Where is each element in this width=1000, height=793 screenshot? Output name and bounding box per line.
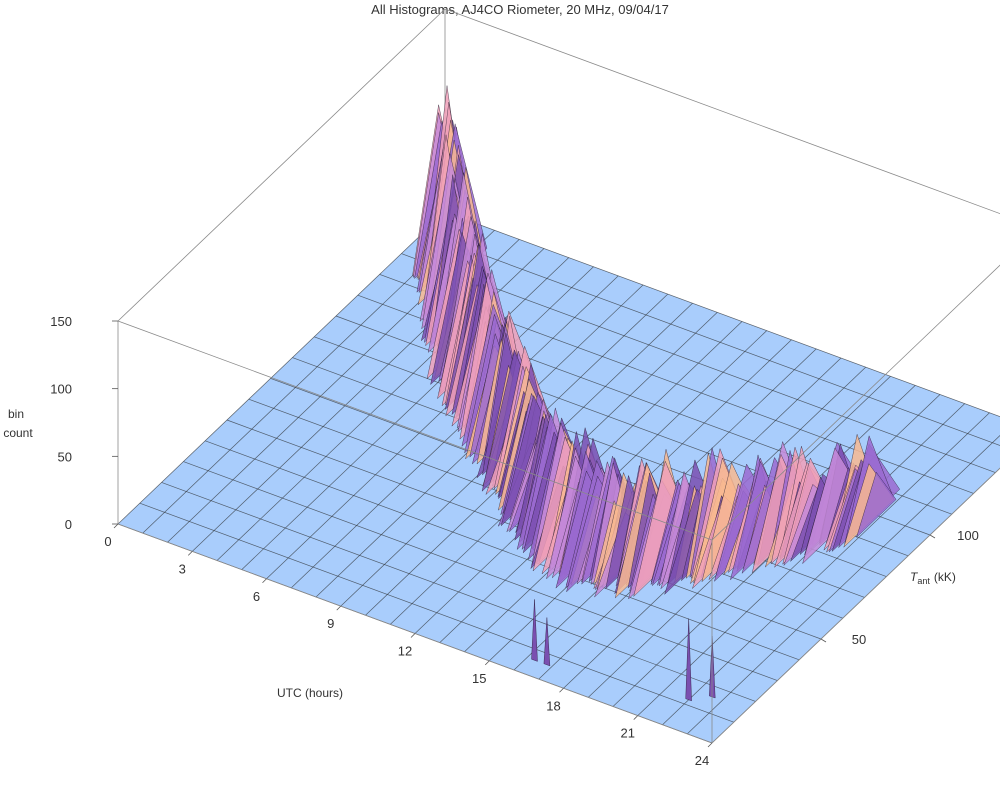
box-edge-top-left [117,8,446,322]
x-tick-mark [262,578,267,584]
floor-grid-line-y [444,211,1000,417]
x-tick-mark [410,633,416,638]
surface-spike [856,471,897,538]
x-tick-mark [113,523,119,529]
box-edge-top-back [444,8,1000,215]
floor-grid-line-y [161,482,756,702]
x-tick-mark [707,742,713,748]
z-tick-label: 50 [58,449,72,464]
z-tick-label: 0 [65,517,72,532]
x-tick-label: 18 [546,698,560,713]
z-tick-label: 100 [50,382,72,397]
floor-grid-line-y [401,253,996,473]
x-tick-label: 15 [472,671,486,686]
floor-grid-line-x [687,434,1000,735]
y-axis-label-sub: ant [917,576,930,586]
floor-grid-line-x [637,403,965,716]
y-axis-label-main: T [910,570,919,584]
floor-grid-line-x [266,266,594,580]
x-tick-mark [336,605,342,611]
z-tick-label: 150 [50,314,72,329]
x-tick-mark [559,687,564,693]
box-edge-top-front [117,320,713,541]
z-axis-label-line2: count [3,426,33,440]
y-tick-label: 100 [957,528,979,543]
y-tick-mark [820,638,827,643]
x-axis-label: UTC (hours) [277,686,343,700]
y-axis-label-unit: (kK) [934,570,956,584]
z-axis-ticks: 0 50 100 150 [50,314,118,532]
isolated-spike [531,599,538,662]
histogram-surface [412,85,900,702]
x-tick-label: 3 [179,561,186,576]
isolated-spike [685,618,692,702]
box-edge-bottom-right [711,467,1000,744]
x-tick-label: 12 [398,644,412,659]
floor-grid-line-x [662,412,990,726]
bounding-box-front [117,264,1000,744]
y-tick-label: 50 [852,632,866,647]
floor-grid-line-y [205,440,800,661]
z-axis-label-line1: bin [8,407,24,421]
x-tick-label: 21 [621,726,635,741]
floor-grid-line-y [139,502,734,723]
x-tick-label: 6 [253,589,260,604]
y-axis-label: Tant (kK) [910,570,956,586]
floor-grid-line-y [183,461,778,681]
floor-grid-line-y [423,232,1000,446]
y-tick-mark [929,534,936,539]
box-edge-top-right [711,264,1000,541]
x-tick-label: 24 [695,753,709,768]
floor-grid-line-x [291,275,619,589]
x-tick-label: 0 [104,534,111,549]
x-tick-mark [187,551,193,556]
x-axis-ticks: 0 3 6 9 12 15 18 21 24 [104,523,713,768]
floor-grid-line-x [117,211,446,525]
x-tick-label: 9 [327,616,334,631]
x-tick-mark [633,715,639,720]
isolated-spike [543,617,551,667]
floor-grid-line-x [241,257,569,570]
chart-title: All Histograms, AJ4CO Riometer, 20 MHz, … [371,2,669,17]
x-tick-mark [484,660,490,666]
